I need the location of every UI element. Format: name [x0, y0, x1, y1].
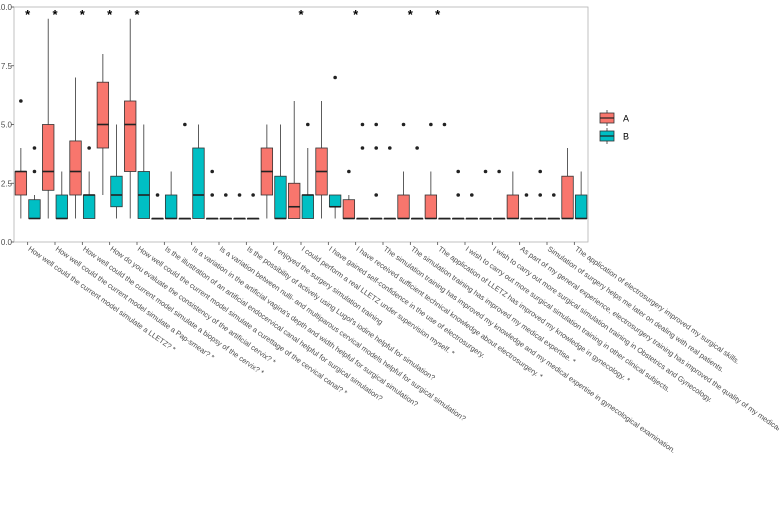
- outlier-point: [538, 169, 542, 174]
- box-B: [274, 175, 287, 219]
- outlier-point: [429, 122, 433, 127]
- box-A: [14, 171, 28, 196]
- outlier-point: [251, 193, 255, 197]
- significance-star: *: [25, 7, 31, 22]
- panel-border: [13, 6, 589, 243]
- outlier-point: [374, 122, 379, 127]
- outlier-point: [552, 193, 556, 197]
- significance-star: *: [435, 7, 441, 22]
- outlier-point: [183, 122, 187, 127]
- outlier-point: [497, 169, 501, 174]
- outlier-point: [538, 193, 542, 197]
- outlier-point: [483, 169, 488, 174]
- outlier-point: [374, 146, 379, 150]
- box-B: [192, 147, 205, 219]
- outlier-point: [360, 122, 365, 127]
- outlier-point: [210, 169, 214, 174]
- y-tick-label: 2.5: [1, 179, 13, 188]
- significance-star: *: [52, 7, 58, 22]
- box-A: [96, 81, 110, 149]
- y-tick-label: 7.5: [1, 62, 13, 71]
- outlier-point: [32, 146, 37, 150]
- outlier-point: [347, 169, 351, 174]
- box-A: [424, 194, 438, 219]
- box-A: [42, 124, 55, 191]
- outlier-point: [401, 122, 406, 127]
- significance-star: *: [80, 7, 86, 22]
- box-A: [288, 182, 301, 219]
- outlier-point: [237, 193, 242, 197]
- outlier-point: [19, 99, 23, 103]
- y-tick-label: 0.0: [1, 238, 13, 247]
- outlier-point: [415, 146, 419, 150]
- box-B: [301, 194, 314, 219]
- outlier-point: [360, 146, 365, 150]
- outlier-point: [224, 193, 228, 197]
- legend: AB: [599, 110, 629, 144]
- box-B: [28, 199, 41, 219]
- outlier-point: [524, 193, 529, 197]
- outlier-point: [155, 193, 160, 197]
- outlier-point: [442, 122, 447, 127]
- box-A: [124, 100, 137, 172]
- box-A: [342, 199, 356, 219]
- outlier-point: [374, 193, 379, 197]
- outlier-point: [87, 146, 91, 150]
- outlier-point: [388, 146, 392, 150]
- y-tick-label: 10.0: [0, 3, 13, 12]
- outlier-point: [210, 193, 214, 197]
- box-A: [561, 175, 574, 219]
- outlier-point: [456, 193, 461, 197]
- box-B: [110, 175, 123, 208]
- outlier-point: [470, 193, 474, 197]
- box-A: [397, 194, 410, 219]
- legend-label-B: B: [623, 132, 629, 142]
- outlier-point: [456, 169, 461, 174]
- box-B: [55, 194, 68, 219]
- outlier-point: [32, 169, 37, 174]
- significance-star: *: [134, 7, 140, 22]
- significance-star: *: [298, 7, 304, 22]
- box-A: [69, 140, 82, 196]
- y-tick-label: 5.0: [1, 121, 13, 130]
- outlier-point: [306, 122, 310, 127]
- box-B: [82, 194, 96, 219]
- significance-star: *: [107, 7, 113, 22]
- outlier-point: [333, 75, 337, 80]
- significance-star: *: [353, 7, 359, 22]
- box-A: [506, 194, 520, 219]
- significance-star: *: [408, 7, 414, 22]
- box-B: [328, 194, 342, 208]
- box-B: [574, 194, 588, 219]
- box-B: [164, 194, 178, 219]
- legend-label-A: A: [623, 114, 629, 124]
